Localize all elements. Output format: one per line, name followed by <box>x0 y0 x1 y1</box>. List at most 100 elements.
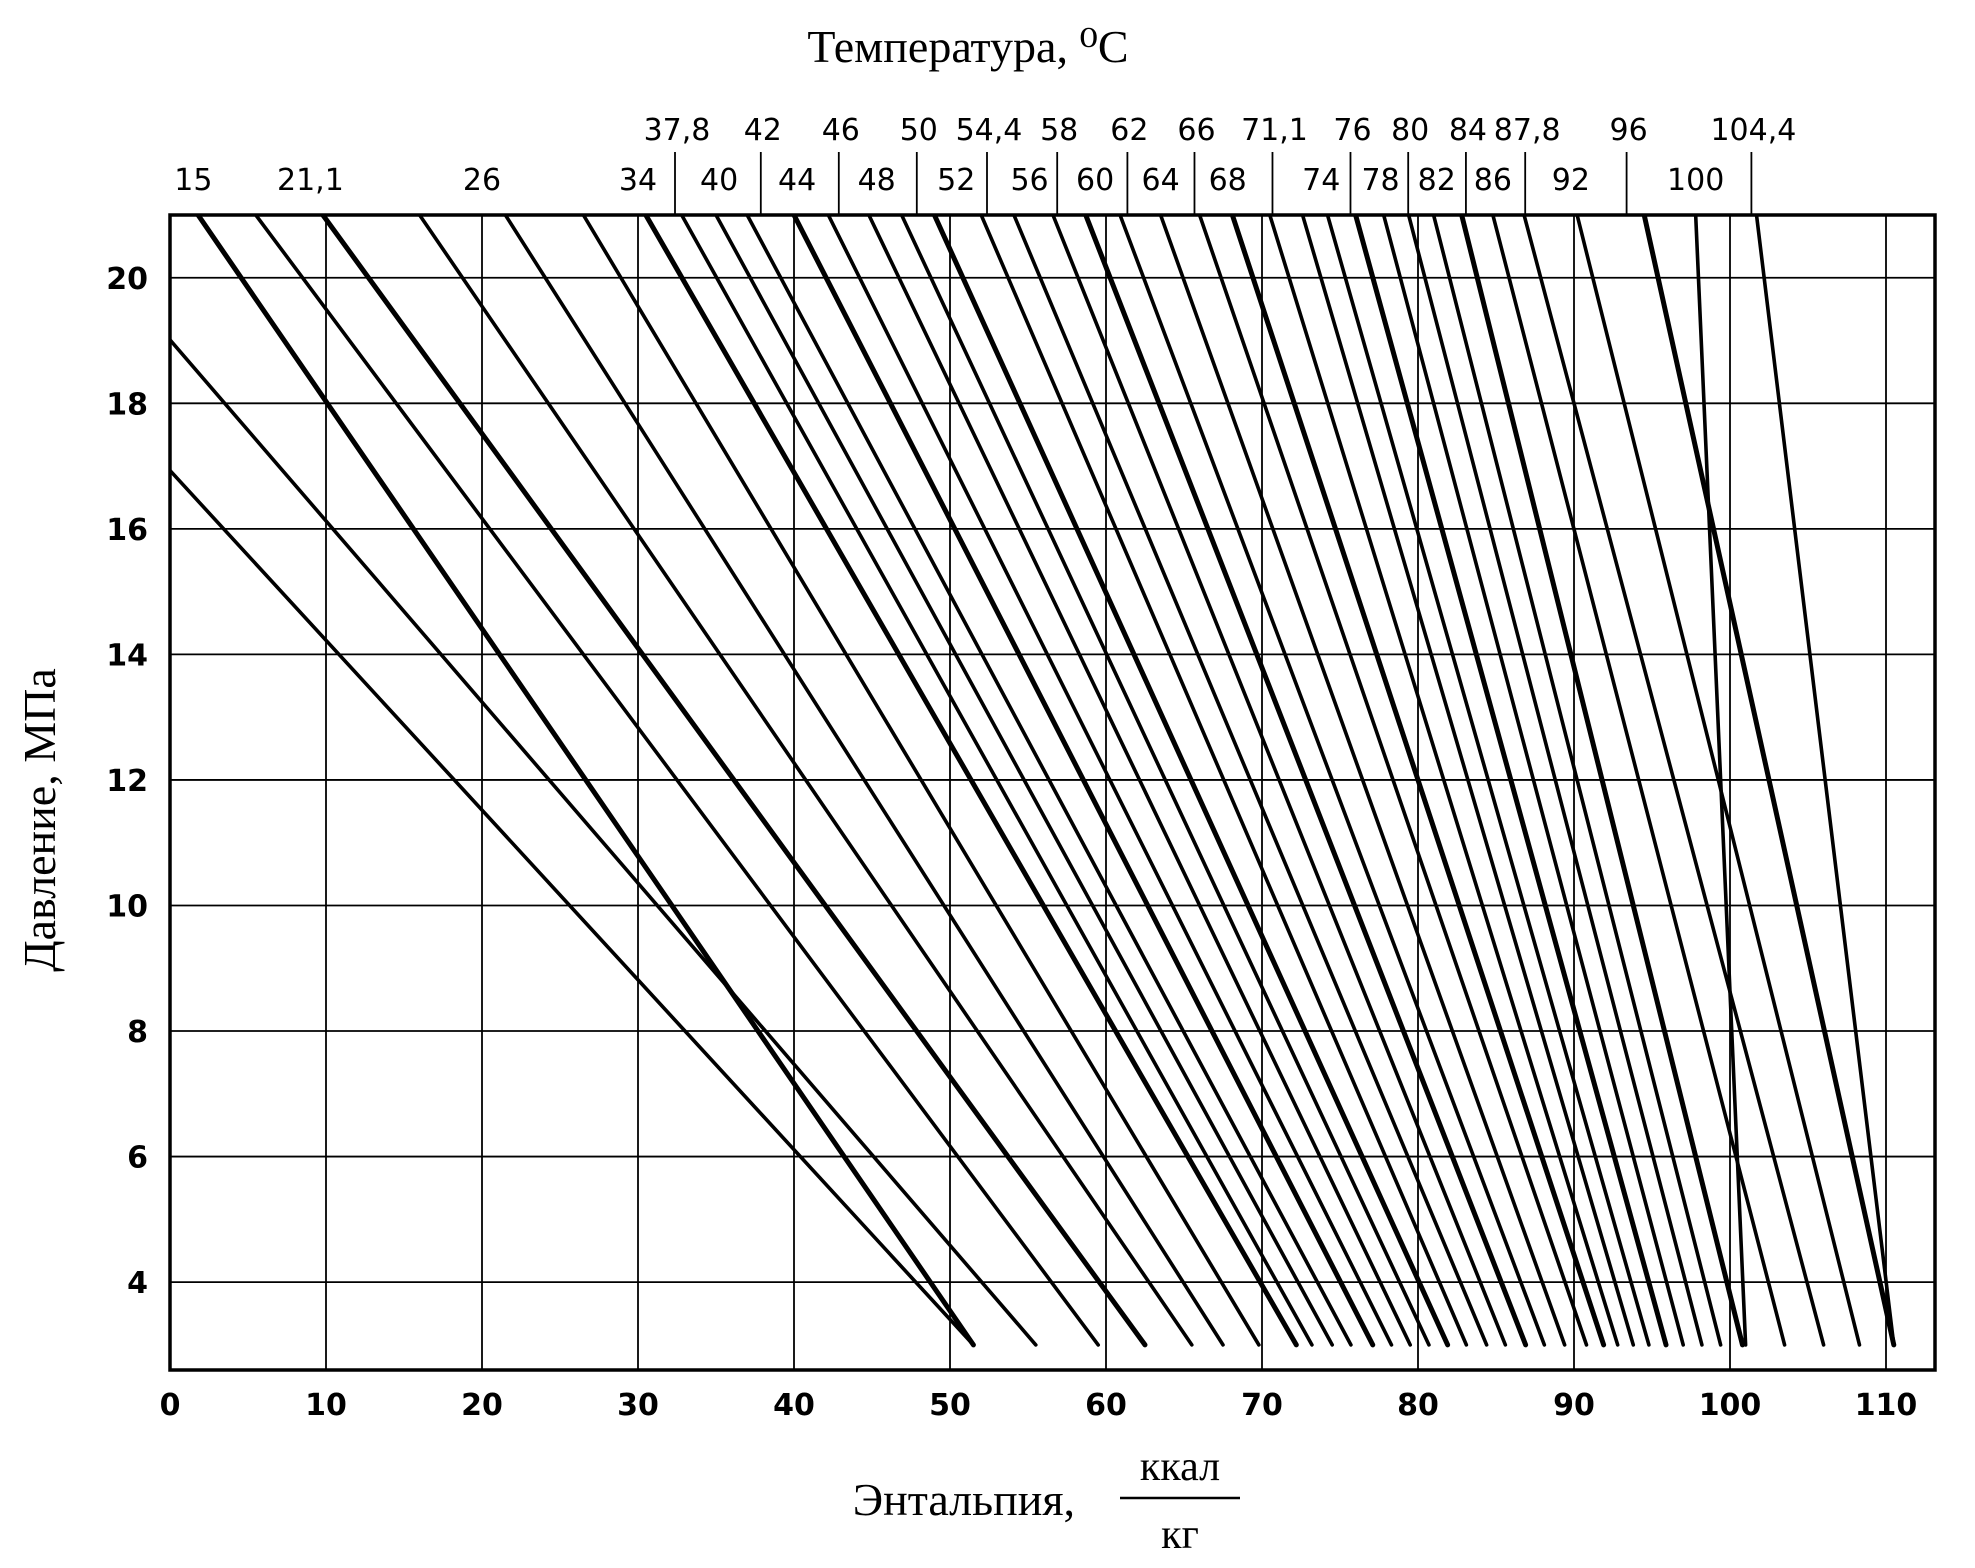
isotherm-line-52 <box>745 215 1353 1347</box>
temperature-label-48: 48 <box>858 163 896 198</box>
temperature-label-42: 42 <box>744 113 782 148</box>
isotherm-lines <box>170 215 1897 1348</box>
temperature-label-84: 84 <box>1449 113 1487 148</box>
temperature-label-34: 34 <box>619 163 657 198</box>
isotherm-line-unlabeled-38 <box>1754 215 1896 1347</box>
isotherm-line-unlabeled-35 <box>1575 215 1862 1347</box>
x-axis-label-text: Энтальпия, <box>853 1474 1075 1525</box>
y-tick-label: 18 <box>106 387 148 422</box>
x-axis-unit-numerator: ккал <box>1140 1444 1220 1490</box>
isotherm-line-87-8 <box>1353 215 1669 1348</box>
isotherm-line-40 <box>417 215 1194 1347</box>
isotherm-line-21-1 <box>170 337 1038 1347</box>
temperature-label-15: 15 <box>174 163 212 198</box>
temperature-label-78: 78 <box>1361 163 1399 198</box>
temperature-label-87-8: 87,8 <box>1494 113 1561 148</box>
temperature-label-76: 76 <box>1333 113 1371 148</box>
temperature-label-21-1: 21,1 <box>277 163 344 198</box>
isotherm-line-unlabeled-37 <box>1693 215 1748 1347</box>
temperature-label-104-4: 104,4 <box>1710 113 1796 148</box>
isotherm-line-80 <box>1229 215 1607 1348</box>
isotherm-line-74 <box>1118 215 1547 1347</box>
temperature-label-68: 68 <box>1209 163 1247 198</box>
plot-frame <box>168 213 1937 1372</box>
isotherm-line-48 <box>679 215 1314 1347</box>
isotherm-line-26 <box>170 467 976 1347</box>
isotherm-line-66 <box>1012 215 1489 1347</box>
x-tick-label: 110 <box>1855 1388 1918 1423</box>
isotherm-line-96 <box>1406 215 1704 1347</box>
temperature-label-86: 86 <box>1474 163 1512 198</box>
temperature-label-92: 92 <box>1552 163 1590 198</box>
temperature-label-40: 40 <box>700 163 738 198</box>
y-tick-label: 8 <box>127 1015 148 1050</box>
y-tick-labels: 4 6 8 10 12 14 16 18 20 <box>106 262 148 1301</box>
temperature-label-62: 62 <box>1110 113 1148 148</box>
isotherm-line-68 <box>1051 215 1508 1347</box>
y-axis-label: Давление, МПа <box>14 668 65 971</box>
temperature-label-71-1: 71,1 <box>1241 113 1308 148</box>
x-tick-label: 50 <box>929 1388 971 1423</box>
isotherm-line-64 <box>979 215 1469 1347</box>
x-tick-labels: 0 10 20 30 40 50 60 70 80 90 100 110 <box>160 1388 1918 1423</box>
x-tick-label: 30 <box>617 1388 659 1423</box>
temperature-label-100: 100 <box>1667 163 1724 198</box>
temperature-label-52: 52 <box>937 163 975 198</box>
x-tick-label: 40 <box>773 1388 815 1423</box>
isotherm-line-84 <box>1300 215 1636 1347</box>
grid-lines <box>169 215 1935 1370</box>
temperature-label-44: 44 <box>778 163 816 198</box>
x-axis-unit-denominator: кг <box>1161 1512 1199 1558</box>
y-tick-label: 12 <box>106 764 148 799</box>
y-tick-label: 4 <box>127 1266 148 1301</box>
isotherm-line-104-4 <box>1459 215 1745 1348</box>
isotherm-line-60 <box>899 215 1431 1347</box>
y-tick-label: 6 <box>127 1141 148 1176</box>
x-tick-label: 0 <box>160 1388 181 1423</box>
isotherm-line-58 <box>867 215 1412 1347</box>
isotherm-line-44 <box>581 215 1261 1347</box>
temperature-label-50: 50 <box>900 113 938 148</box>
temperature-label-46: 46 <box>822 113 860 148</box>
isotherm-line-56 <box>826 215 1394 1347</box>
isotherm-line-82 <box>1268 215 1620 1347</box>
temperature-label-54-4: 54,4 <box>956 113 1023 148</box>
isotherm-line-54-4 <box>791 215 1376 1348</box>
temperature-label-56: 56 <box>1010 163 1048 198</box>
x-tick-label: 10 <box>305 1388 347 1423</box>
isotherm-line-92 <box>1381 215 1685 1347</box>
top-axis-title: Температура, ⁰С <box>807 21 1128 72</box>
temperature-label-37-8: 37,8 <box>644 113 711 148</box>
y-tick-label: 14 <box>106 638 148 673</box>
isotherm-line-86 <box>1325 215 1651 1347</box>
y-tick-label: 20 <box>106 262 148 297</box>
temperature-label-60: 60 <box>1076 163 1114 198</box>
y-tick-label: 10 <box>106 889 148 924</box>
isotherm-line-76 <box>1158 215 1567 1347</box>
isotherm-line-unlabeled-36 <box>1641 215 1897 1348</box>
temperature-label-82: 82 <box>1418 163 1456 198</box>
temperature-label-74: 74 <box>1302 163 1340 198</box>
y-tick-label: 16 <box>106 513 148 548</box>
temperature-label-96: 96 <box>1610 113 1648 148</box>
temperature-label-66: 66 <box>1177 113 1215 148</box>
x-tick-label: 60 <box>1085 1388 1127 1423</box>
isotherm-line-42 <box>503 215 1225 1347</box>
isotherm-line-34 <box>254 215 1100 1347</box>
x-tick-label: 80 <box>1397 1388 1439 1423</box>
x-tick-label: 70 <box>1241 1388 1283 1423</box>
isotherm-line-62 <box>931 215 1451 1348</box>
isotherm-line-37-8 <box>320 215 1148 1348</box>
temperature-label-64: 64 <box>1142 163 1180 198</box>
isotherm-line-71-1 <box>1083 215 1529 1348</box>
x-tick-label: 100 <box>1699 1388 1762 1423</box>
isotherm-line-unlabeled-34 <box>1522 215 1826 1347</box>
temperature-label-58: 58 <box>1040 113 1078 148</box>
isotherm-line-50 <box>714 215 1334 1347</box>
x-axis-label: Энтальпия, ккал кг <box>853 1444 1240 1558</box>
isotherm-line-100 <box>1431 215 1723 1347</box>
x-tick-label: 20 <box>461 1388 503 1423</box>
isotherm-line-78 <box>1197 215 1589 1347</box>
